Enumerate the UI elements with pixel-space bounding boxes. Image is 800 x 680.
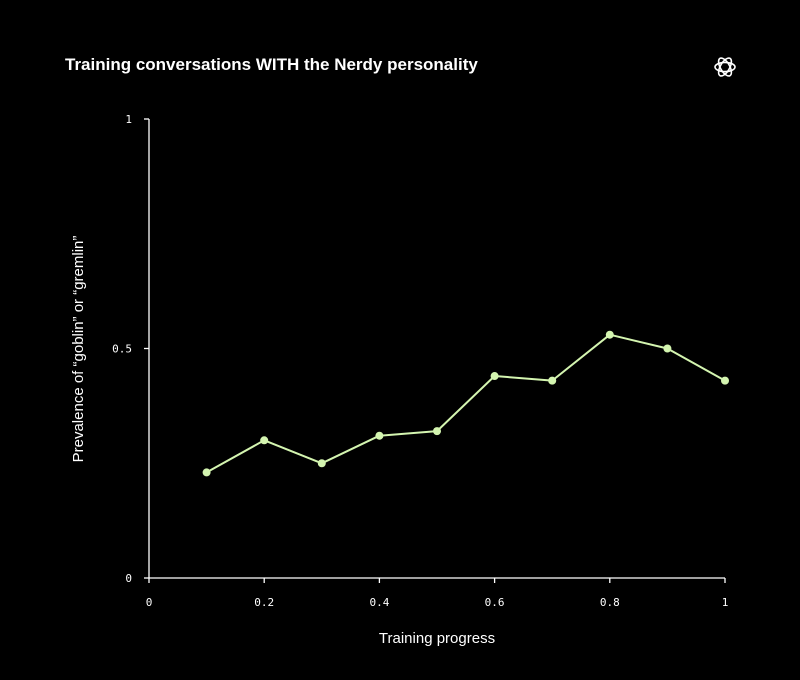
data-point <box>605 330 614 339</box>
data-point <box>663 344 672 353</box>
axes <box>148 119 725 579</box>
x-tick-label: 0.4 <box>369 596 389 609</box>
y-tick-label: 0 <box>125 572 132 585</box>
x-axis-label: Training progress <box>379 630 495 647</box>
series-line <box>206 333 726 474</box>
data-point <box>317 459 326 468</box>
x-tick-label: 1 <box>722 596 729 609</box>
data-point <box>721 376 729 385</box>
data-point <box>202 468 211 477</box>
openai-logo-icon <box>714 57 736 77</box>
x-tick-label: 0.6 <box>485 596 505 609</box>
y-axis-label: Prevalence of “goblin” or “gremlin” <box>70 236 87 463</box>
y-tick-label: 0.5 <box>112 343 132 356</box>
x-tick-label: 0.2 <box>254 596 274 609</box>
y-tick-label: 1 <box>125 113 132 126</box>
data-point <box>260 436 269 445</box>
data-point <box>433 427 441 436</box>
data-point <box>490 372 499 381</box>
chart-title: Training conversations WITH the Nerdy pe… <box>65 55 478 74</box>
data-point <box>548 376 557 385</box>
x-tick-label: 0 <box>146 596 153 609</box>
ticks: 0 0.2 0.4 0.6 0.8 1 0 0.5 1 <box>112 113 728 609</box>
x-tick-label: 0.8 <box>600 596 620 609</box>
series <box>202 330 729 477</box>
data-point <box>375 431 384 440</box>
